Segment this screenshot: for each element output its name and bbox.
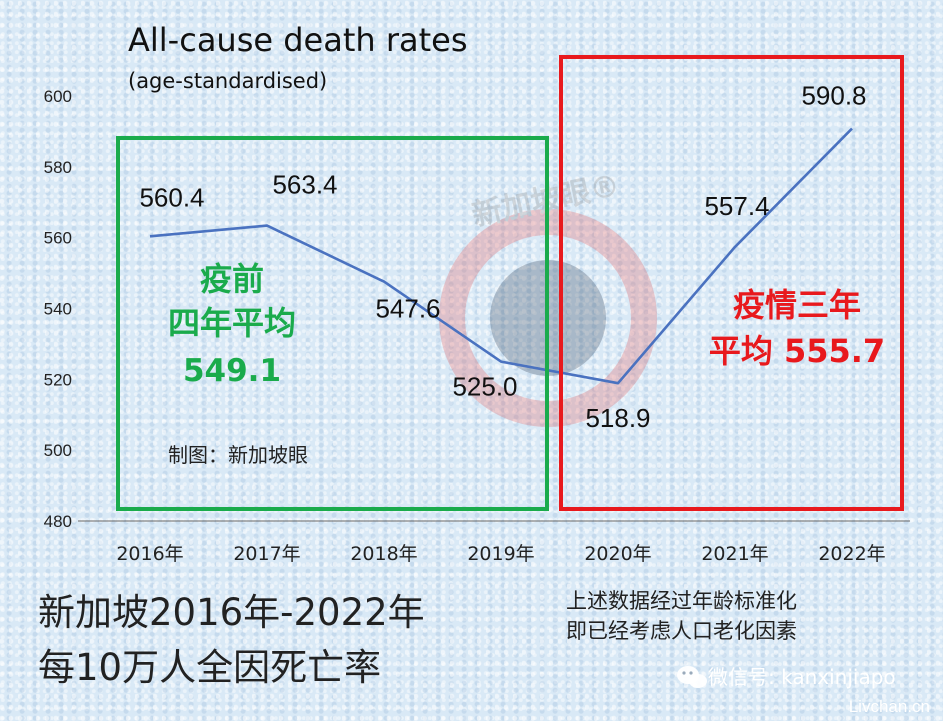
- pre-pandemic-label-1: 疫前: [200, 260, 264, 298]
- x-tick-label: 2016年: [116, 543, 183, 565]
- pandemic-box: [559, 55, 904, 511]
- footer-note-line-2: 即已经考虑人口老化因素: [566, 619, 797, 643]
- y-tick-label: 560: [44, 229, 72, 248]
- credit-text: 制图：新加坡眼: [168, 443, 308, 467]
- data-label: 563.4: [272, 170, 337, 200]
- chart-subtitle: (age-standardised): [128, 69, 327, 93]
- chart-title: All-cause death rates: [128, 21, 468, 59]
- site-watermark: Livchan.cn: [849, 697, 930, 716]
- data-label: 518.9: [585, 403, 650, 433]
- series-points: [149, 128, 853, 384]
- data-label: 560.4: [139, 182, 204, 212]
- y-tick-label: 580: [44, 158, 72, 177]
- footer-title-line-2: 每10万人全因死亡率: [38, 646, 381, 689]
- footer-title-line-1: 新加坡2016年-2022年: [38, 591, 425, 634]
- y-tick-label: 600: [44, 87, 72, 106]
- x-axis-ticks: 2016年 2017年 2018年 2019年 2020年 2021年 2022年: [116, 543, 885, 565]
- data-labels: 560.4 563.4 547.6 525.0 518.9 557.4 590.8: [139, 81, 866, 434]
- x-tick-label: 2020年: [584, 543, 651, 565]
- y-tick-label: 480: [44, 512, 72, 531]
- data-label: 590.8: [801, 81, 866, 111]
- pre-pandemic-label-2: 四年平均: [168, 304, 296, 342]
- y-tick-label: 500: [44, 441, 72, 460]
- y-tick-label: 540: [44, 300, 72, 319]
- x-tick-label: 2017年: [233, 543, 300, 565]
- pandemic-label-1: 疫情三年: [733, 286, 861, 324]
- pre-pandemic-average: 549.1: [183, 353, 281, 389]
- data-label: 525.0: [452, 372, 517, 402]
- wechat-icon: [677, 666, 707, 688]
- data-label: 557.4: [704, 191, 769, 221]
- footer-note-line-1: 上述数据经过年龄标准化: [566, 589, 797, 613]
- wechat-badge: 微信号: kanxinjiapo: [677, 665, 896, 689]
- x-tick-label: 2018年: [350, 543, 417, 565]
- y-tick-label: 520: [44, 370, 72, 389]
- y-axis-ticks: 480 500 520 540 560 580 600: [44, 87, 72, 531]
- pandemic-label-2: 平均 555.7: [709, 332, 885, 370]
- x-tick-label: 2019年: [467, 543, 534, 565]
- data-label: 547.6: [375, 294, 440, 324]
- x-tick-label: 2021年: [701, 543, 768, 565]
- pre-pandemic-box: [116, 136, 549, 511]
- x-tick-label: 2022年: [818, 543, 885, 565]
- wechat-id: 微信号: kanxinjiapo: [708, 665, 896, 689]
